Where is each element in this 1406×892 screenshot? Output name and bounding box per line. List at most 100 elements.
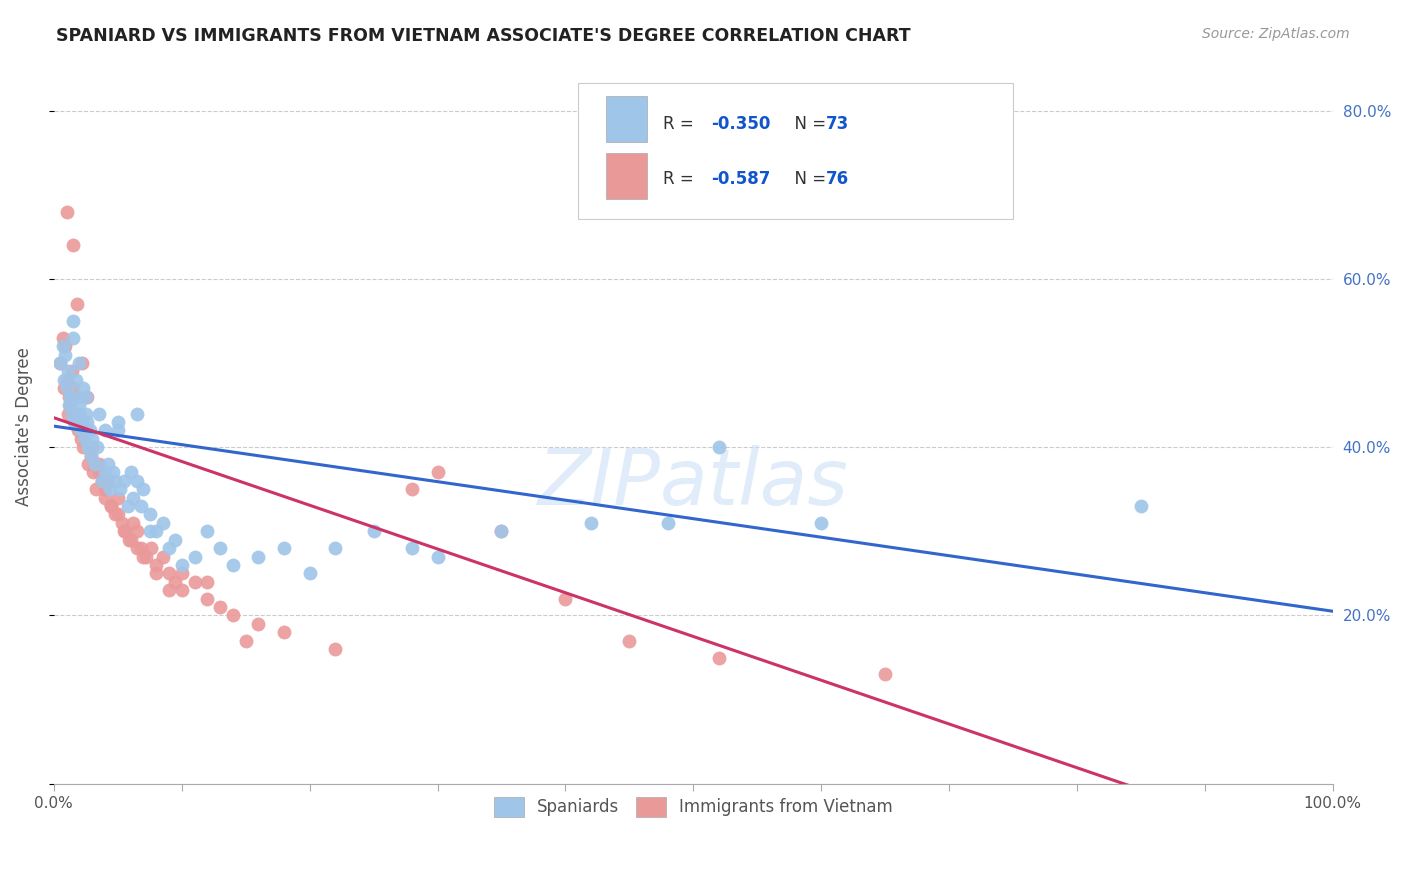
Point — [222, 608, 245, 623]
Point — [110, 482, 132, 496]
Point — [195, 591, 218, 606]
Point — [96, 457, 118, 471]
Text: R =: R = — [662, 115, 699, 133]
Point — [80, 449, 103, 463]
Point — [183, 574, 205, 589]
Point — [209, 541, 232, 556]
Text: -0.587: -0.587 — [711, 169, 770, 187]
Point — [62, 331, 84, 345]
Point — [104, 474, 127, 488]
Point — [75, 407, 97, 421]
Text: SPANIARD VS IMMIGRANTS FROM VIETNAM ASSOCIATE'S DEGREE CORRELATION CHART: SPANIARD VS IMMIGRANTS FROM VIETNAM ASSO… — [56, 27, 911, 45]
Point — [491, 524, 513, 539]
Point — [491, 524, 513, 539]
Y-axis label: Associate's Degree: Associate's Degree — [15, 347, 32, 506]
Point — [77, 440, 100, 454]
Point — [118, 533, 141, 547]
Point — [139, 541, 162, 556]
Point — [135, 549, 157, 564]
Point — [69, 423, 91, 437]
Text: R =: R = — [662, 169, 699, 187]
Point — [122, 516, 145, 530]
Point — [107, 508, 129, 522]
Point — [63, 415, 86, 429]
Point — [62, 381, 84, 395]
Point — [82, 432, 104, 446]
Point — [810, 516, 832, 530]
Point — [91, 474, 114, 488]
Point — [139, 508, 162, 522]
Point — [56, 364, 79, 378]
Point — [165, 533, 187, 547]
Point — [247, 549, 270, 564]
Point — [86, 440, 108, 454]
Point — [62, 238, 84, 252]
Point — [53, 381, 76, 395]
FancyBboxPatch shape — [578, 83, 1014, 219]
Point — [107, 415, 129, 429]
Point — [145, 524, 167, 539]
Point — [87, 466, 110, 480]
Point — [122, 491, 145, 505]
Point — [67, 423, 90, 437]
Point — [129, 499, 152, 513]
Text: -0.350: -0.350 — [711, 115, 770, 133]
Point — [69, 432, 91, 446]
Point — [323, 642, 346, 657]
Point — [75, 423, 97, 437]
Point — [657, 516, 679, 530]
Point — [157, 583, 180, 598]
Point — [152, 516, 174, 530]
Point — [53, 348, 76, 362]
Point — [1129, 499, 1152, 513]
Point — [87, 457, 110, 471]
Point — [273, 625, 295, 640]
Point — [117, 499, 139, 513]
Point — [60, 364, 83, 378]
Point — [100, 499, 122, 513]
Point — [87, 407, 110, 421]
Point — [145, 566, 167, 581]
Point — [70, 415, 93, 429]
Point — [195, 524, 218, 539]
Point — [55, 381, 77, 395]
Point — [120, 533, 142, 547]
Point — [363, 524, 385, 539]
Point — [132, 549, 155, 564]
Point — [60, 407, 83, 421]
Point — [58, 398, 80, 412]
Point — [619, 633, 641, 648]
Point — [58, 390, 80, 404]
Point — [49, 356, 72, 370]
Point — [323, 541, 346, 556]
Point — [157, 541, 180, 556]
Point — [273, 541, 295, 556]
Point — [579, 516, 602, 530]
Point — [55, 204, 77, 219]
Point — [72, 381, 94, 395]
Point — [98, 482, 121, 496]
Text: N =: N = — [785, 115, 831, 133]
Point — [165, 574, 187, 589]
Point — [67, 407, 90, 421]
Point — [298, 566, 321, 581]
Point — [63, 407, 86, 421]
Point — [49, 356, 72, 370]
Point — [94, 482, 117, 496]
Point — [59, 398, 82, 412]
Point — [110, 516, 132, 530]
Point — [170, 583, 193, 598]
Legend: Spaniards, Immigrants from Vietnam: Spaniards, Immigrants from Vietnam — [485, 789, 901, 825]
Point — [82, 466, 104, 480]
Point — [152, 549, 174, 564]
Point — [401, 541, 423, 556]
Point — [80, 449, 103, 463]
Point — [235, 633, 257, 648]
Point — [66, 297, 89, 311]
Point — [125, 524, 148, 539]
Point — [77, 457, 100, 471]
Point — [52, 339, 75, 353]
Point — [96, 474, 118, 488]
FancyBboxPatch shape — [606, 153, 647, 200]
Point — [707, 650, 730, 665]
